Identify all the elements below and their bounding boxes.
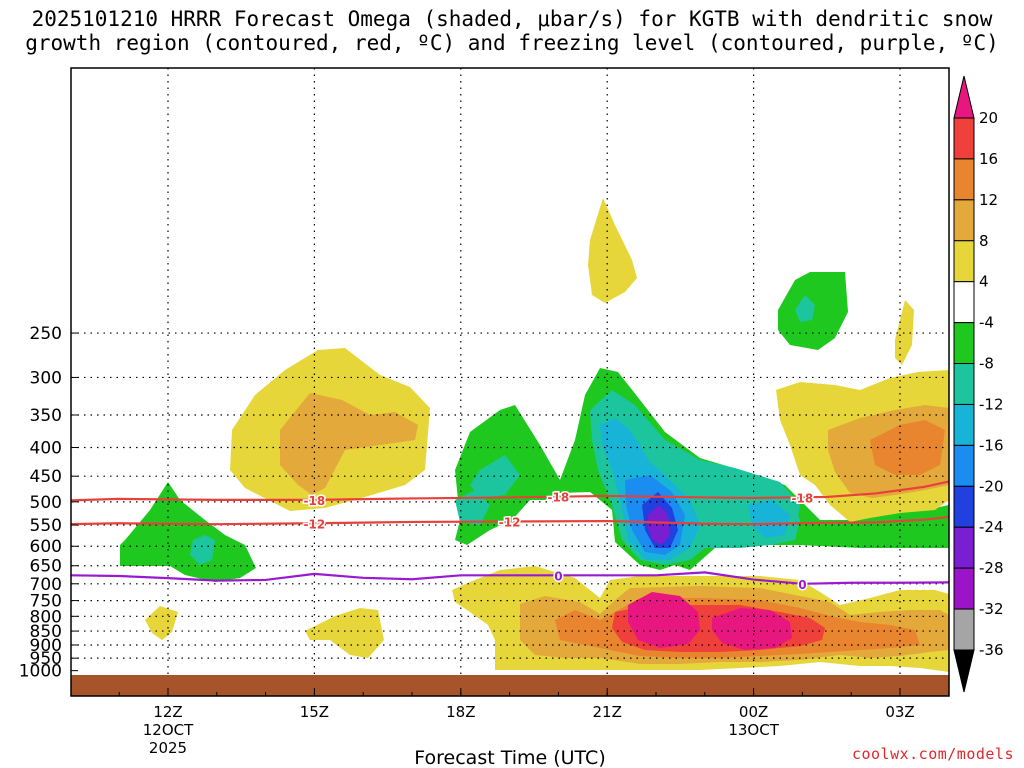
y-tick-label: 550 bbox=[30, 516, 62, 536]
colorbar-bin bbox=[953, 117, 975, 160]
contour-line bbox=[71, 480, 949, 502]
omega-region bbox=[120, 482, 256, 582]
colorbar-bin bbox=[953, 403, 975, 446]
colorbar: 20 16 12 8 4 -4 -8 -12 -16 -20 -24 -28 -32 -36 bbox=[953, 75, 1004, 693]
contour-label: 0 bbox=[798, 578, 806, 592]
y-tick-label: 250 bbox=[30, 324, 62, 344]
x-tick-date: 13OCT bbox=[728, 721, 779, 739]
omega-region bbox=[305, 608, 384, 658]
colorbar-bin bbox=[953, 567, 975, 610]
omega-region bbox=[628, 592, 700, 648]
omega-region bbox=[145, 606, 178, 640]
y-tick-label: 500 bbox=[30, 493, 62, 513]
colorbar-bin bbox=[953, 608, 975, 651]
colorbar-label: -20 bbox=[979, 477, 1004, 495]
y-tick-label: 350 bbox=[30, 406, 62, 426]
omega-shading bbox=[120, 198, 949, 672]
y-tick-label: 300 bbox=[30, 368, 62, 388]
omega-region bbox=[648, 505, 670, 545]
colorbar-bin bbox=[953, 158, 975, 201]
y-tick-label: 650 bbox=[30, 557, 62, 577]
y-tick-label: 450 bbox=[30, 467, 62, 487]
source-credit: coolwx.com/models bbox=[851, 745, 1014, 763]
x-axis-title: Forecast Time (UTC) bbox=[414, 747, 605, 768]
colorbar-bin bbox=[953, 485, 975, 528]
colorbar-bin bbox=[953, 281, 975, 324]
x-tick-label: 21Z bbox=[593, 703, 622, 721]
omega-region bbox=[712, 608, 792, 650]
omega-region bbox=[280, 393, 418, 495]
contour-label: -18 bbox=[304, 494, 326, 508]
x-tick-label: 15Z bbox=[300, 703, 329, 721]
colorbar-label: -36 bbox=[979, 641, 1004, 659]
x-tick-date: 12OCT bbox=[143, 721, 194, 739]
contour-line bbox=[71, 515, 949, 526]
contour-label: 0 bbox=[554, 569, 562, 583]
colorbar-label: -12 bbox=[979, 395, 1004, 413]
y-tick-label: 600 bbox=[30, 537, 62, 557]
omega-region bbox=[605, 435, 618, 462]
x-tick-label: 18Z bbox=[446, 703, 475, 721]
y-tick-label: 750 bbox=[30, 592, 62, 612]
y-axis: 2503003504004505005506006507007508008509… bbox=[19, 324, 78, 682]
colorbar-label: -28 bbox=[979, 559, 1004, 577]
y-tick-label: 1000 bbox=[19, 662, 62, 682]
colorbar-label: 8 bbox=[979, 232, 989, 250]
chart-title-line2: growth region (contoured, red, ºC) and f… bbox=[25, 31, 999, 55]
y-tick-label: 950 bbox=[30, 649, 62, 669]
contour-label: -12 bbox=[304, 517, 326, 531]
omega-region bbox=[795, 295, 815, 322]
contour-label: -18 bbox=[548, 491, 570, 505]
colorbar-label: -24 bbox=[979, 518, 1004, 536]
colorbar-label: 20 bbox=[979, 109, 998, 127]
contour-label: -18 bbox=[792, 491, 814, 505]
temperature-contours: -18 -18 -18 -12 -12 0 0 bbox=[71, 480, 949, 593]
y-tick-label: 900 bbox=[30, 636, 62, 656]
omega-region bbox=[870, 420, 945, 475]
colorbar-label: -32 bbox=[979, 600, 1004, 618]
colorbar-bin bbox=[953, 240, 975, 283]
colorbar-bin bbox=[953, 322, 975, 365]
x-tick-label: 12Z bbox=[153, 703, 182, 721]
colorbar-label: -8 bbox=[979, 355, 994, 373]
colorbar-label: 16 bbox=[979, 150, 998, 168]
colorbar-bin bbox=[953, 75, 975, 119]
y-tick-label: 800 bbox=[30, 607, 62, 627]
colorbar-label: -4 bbox=[979, 314, 994, 332]
chart-title-line1: 2025101210 HRRR Forecast Omega (shaded, … bbox=[31, 7, 993, 31]
ground-below-surface bbox=[71, 675, 949, 696]
x-tick-label: 00Z bbox=[739, 703, 768, 721]
y-tick-label: 700 bbox=[30, 575, 62, 595]
y-tick-label: 850 bbox=[30, 622, 62, 642]
colorbar-bin bbox=[953, 526, 975, 569]
y-tick-label: 400 bbox=[30, 439, 62, 459]
omega-region bbox=[190, 535, 215, 565]
colorbar-label: 12 bbox=[979, 191, 998, 209]
x-tick-year: 2025 bbox=[149, 739, 187, 757]
omega-region bbox=[748, 500, 790, 538]
contour-label: -12 bbox=[499, 515, 521, 529]
omega-region bbox=[588, 198, 637, 303]
contour-line bbox=[71, 571, 949, 585]
colorbar-label: 4 bbox=[979, 273, 989, 291]
colorbar-bin bbox=[953, 444, 975, 487]
x-tick-label: 03Z bbox=[885, 703, 914, 721]
colorbar-bin bbox=[953, 199, 975, 242]
colorbar-bin bbox=[953, 649, 975, 693]
colorbar-label: -16 bbox=[979, 436, 1004, 454]
colorbar-bin bbox=[953, 363, 975, 405]
